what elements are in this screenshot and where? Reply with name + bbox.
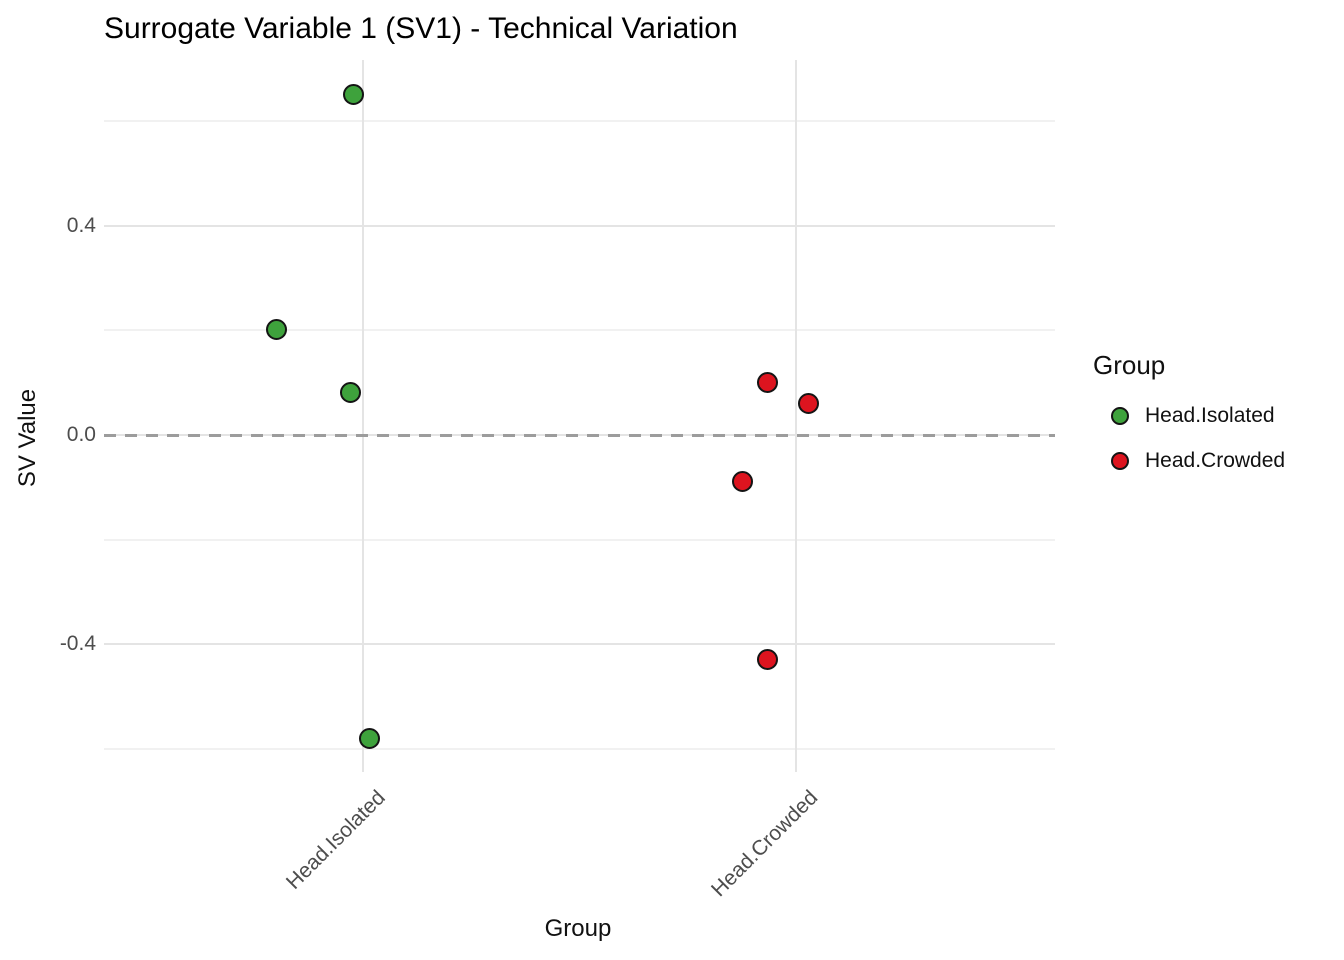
gridline-major [104,643,1055,646]
chart-title: Surrogate Variable 1 (SV1) - Technical V… [104,12,738,45]
legend-key-circle-green [1111,406,1129,425]
gridline-minor [104,329,1055,332]
legend-title: Group [1093,350,1166,380]
legend-item-head-crowded: Head.Crowded [1093,449,1286,472]
x-tick-label: Head.Isolated [281,786,390,894]
gridline-major [104,224,1055,227]
data-point-head-crowded [731,471,753,493]
y-tick-label: 0.0 [66,423,96,447]
data-point-head-isolated [266,319,288,341]
data-point-head-isolated [343,84,365,106]
x-axis-title: Group [544,915,612,942]
gridline-category [362,60,365,772]
legend-item-label: Head.Isolated [1145,404,1275,427]
y-tick-label: 0.4 [66,213,96,237]
legend: Group Head.Isolated Head.Crowded [1093,350,1286,472]
legend-item-head-isolated: Head.Isolated [1093,404,1285,427]
data-point-head-crowded [756,371,778,393]
legend-item-label: Head.Crowded [1145,449,1286,472]
data-point-head-isolated [359,727,381,749]
legend-key-circle-red [1111,451,1129,470]
zero-reference-line [104,433,1055,437]
data-point-head-crowded [756,649,778,671]
data-point-head-isolated [340,382,362,404]
gridline-minor [104,120,1055,123]
gridline-category [794,60,797,772]
gridline-minor [104,538,1055,541]
y-tick-label: -0.4 [59,632,96,656]
gridline-minor [104,747,1055,750]
x-tick-label: Head.Crowded [706,786,822,902]
data-point-head-crowded [797,392,819,414]
